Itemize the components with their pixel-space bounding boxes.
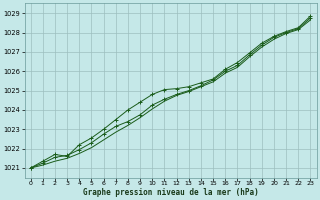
X-axis label: Graphe pression niveau de la mer (hPa): Graphe pression niveau de la mer (hPa) [83,188,258,197]
